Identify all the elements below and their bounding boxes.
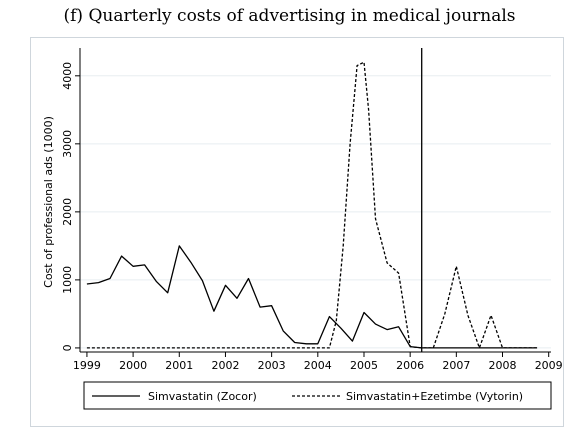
x-tick-label: 2007 xyxy=(442,359,470,372)
x-tick-label: 2001 xyxy=(165,359,193,372)
x-axis: 1999 2000 2001 2002 2003 2004 2005 2006 2007 2008… xyxy=(73,351,563,372)
x-tick-label: 2000 xyxy=(119,359,147,372)
x-tick-label: 2009 xyxy=(535,359,563,372)
chart-title: (f) Quarterly costs of advertising in me… xyxy=(63,6,516,26)
legend-label-1: Simvastatin+Ezetimbe (Vytorin) xyxy=(346,390,523,403)
x-tick-label: 2008 xyxy=(489,359,517,372)
y-tick-label: 3000 xyxy=(61,130,74,158)
y-axis: 0 1000 2000 3000 4000 Cost of professional ad… xyxy=(42,48,551,352)
series-line-0 xyxy=(86,245,538,349)
x-tick-label: 2002 xyxy=(211,359,239,372)
x-tick-label: 2004 xyxy=(304,359,332,372)
y-tick-label: 2000 xyxy=(61,198,74,226)
x-tick-label: 2003 xyxy=(258,359,286,372)
y-tick-label: 1000 xyxy=(61,266,74,294)
x-tick-label: 1999 xyxy=(73,359,101,372)
series-line-1 xyxy=(86,61,538,349)
series-layer xyxy=(86,48,538,352)
plot-frame xyxy=(30,37,564,427)
y-tick-label: 0 xyxy=(61,344,74,351)
legend-label-0: Simvastatin (Zocor) xyxy=(148,390,257,403)
y-tick-label: 4000 xyxy=(61,62,74,90)
x-tick-label: 2006 xyxy=(396,359,424,372)
legend: Simvastatin (Zocor) Simvastatin+Ezetimbe … xyxy=(83,381,552,410)
y-axis-title: Cost of professional ads (1000) xyxy=(42,116,55,288)
x-tick-label: 2005 xyxy=(350,359,378,372)
